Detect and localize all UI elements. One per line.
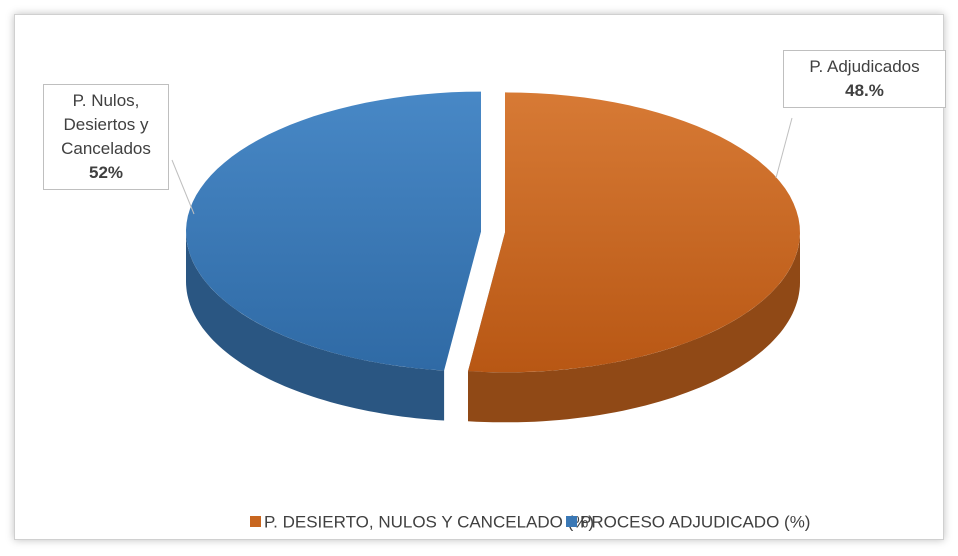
slice [468, 92, 800, 373]
slice-side [186, 231, 445, 421]
leader-line [171, 159, 195, 215]
callout: P. Adjudicados 48.% [783, 50, 946, 108]
value-label: 52% [88, 163, 124, 182]
legend-label: PROCESO ADJUDICADO (%) [580, 512, 810, 531]
slice [186, 91, 481, 371]
slice-side [468, 232, 800, 423]
legend-swatch [250, 516, 261, 527]
leader-line [775, 117, 793, 179]
legend-swatch [566, 516, 577, 527]
slice-label: P. Adjudicados [809, 57, 920, 76]
slice-label: P. Nulos, Desiertos y Cancelados [61, 91, 151, 158]
value-label: 48.% [845, 81, 884, 100]
legend-label: P. DESIERTO, NULOS Y CANCELADO (%) [264, 512, 594, 531]
callout: P. Nulos, Desiertos y Cancelados 52% [43, 84, 169, 190]
